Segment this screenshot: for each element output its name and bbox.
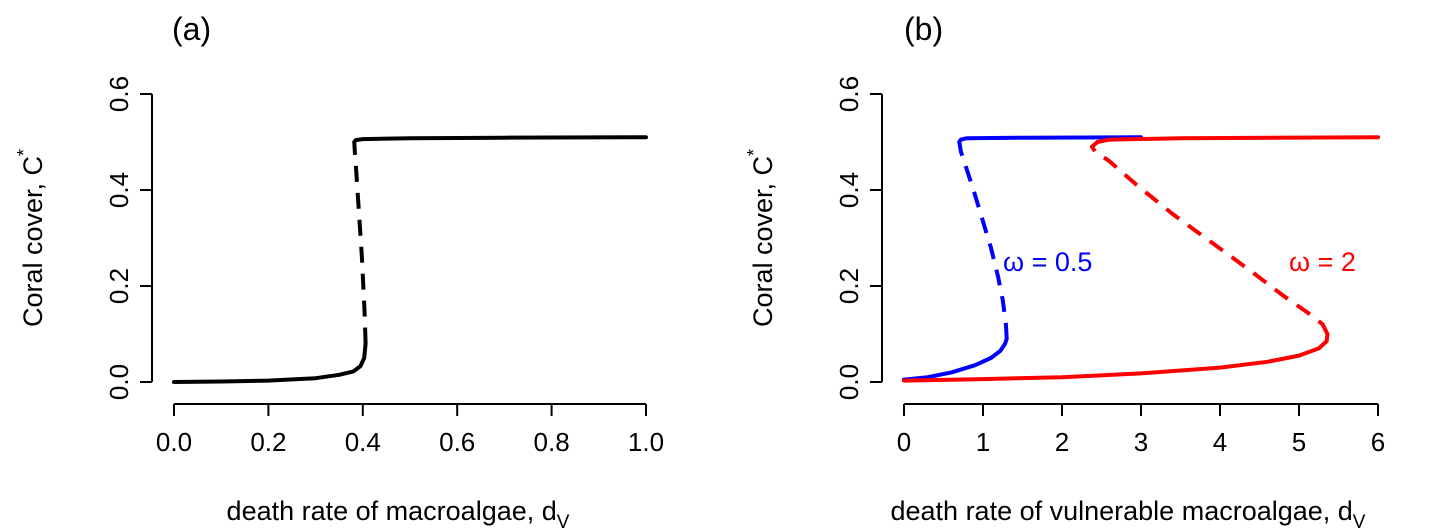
x-axis-title-text: death rate of vulnerable macroalgae, d xyxy=(891,496,1353,526)
series-line-solid xyxy=(957,135,1143,144)
x-tick-label: 1 xyxy=(976,427,990,457)
x-tick-label: 3 xyxy=(1134,427,1148,457)
y-tick-label: 0.0 xyxy=(834,364,864,400)
series-line-solid xyxy=(902,336,1009,382)
y-axis-title: Coral cover, C* xyxy=(744,149,778,327)
series-label: ω = 2 xyxy=(1289,247,1356,277)
x-tick-label: 2 xyxy=(1055,427,1069,457)
y-tick-label: 0.2 xyxy=(834,268,864,304)
x-tick-label: 6 xyxy=(1371,427,1385,457)
y-tick-label: 0.6 xyxy=(834,76,864,112)
y-axis-title-text: Coral cover, C xyxy=(748,156,778,327)
series-line-solid xyxy=(172,341,368,384)
series-line-dashed xyxy=(957,141,1009,339)
series-0 xyxy=(172,135,648,384)
y-axis-title: Coral cover, C* xyxy=(14,149,48,327)
y-tick-label: 0.0 xyxy=(104,364,134,400)
x-tick-label: 0.4 xyxy=(345,427,381,457)
panel-a: (a) 0.0 0.2 0.4 0.6 0.8 1.0 0.0 0.2 0.4 0.6 Coral c… xyxy=(14,11,664,531)
panel-label: (a) xyxy=(172,11,211,47)
x-tick-label: 0 xyxy=(897,427,911,457)
y-tick-label: 0.6 xyxy=(104,76,134,112)
y-axis-title-superscript: * xyxy=(14,149,34,156)
y-tick-label: 0.4 xyxy=(104,172,134,208)
series-line-dashed xyxy=(352,141,368,344)
series-line-dashed xyxy=(1090,145,1330,335)
panel-label: (b) xyxy=(904,11,943,47)
x-tick-label: 5 xyxy=(1292,427,1306,457)
y-tick-label: 0.2 xyxy=(104,268,134,304)
x-tick-label: 0.8 xyxy=(534,427,570,457)
x-tick-label: 4 xyxy=(1213,427,1227,457)
series-line-solid xyxy=(352,135,648,144)
x-axis-title-subscript: V xyxy=(557,512,570,531)
x-tick-label: 0.0 xyxy=(156,427,192,457)
x-axis-title: death rate of macroalgae, dV xyxy=(227,496,570,531)
series-line-solid xyxy=(902,332,1330,383)
x-tick-label: 0.2 xyxy=(250,427,286,457)
x-tick-label: 1.0 xyxy=(628,427,664,457)
x-axis-title-subscript: V xyxy=(1353,512,1366,531)
series-line-solid xyxy=(1090,135,1380,149)
y-axis-title-superscript: * xyxy=(744,149,764,156)
y-axis-title-text: Coral cover, C xyxy=(18,156,48,327)
y-tick-label: 0.4 xyxy=(834,172,864,208)
x-axis-title: death rate of vulnerable macroalgae, dV xyxy=(891,496,1366,531)
series-label: ω = 0.5 xyxy=(1003,247,1092,277)
x-tick-label: 0.6 xyxy=(439,427,475,457)
x-axis-title-text: death rate of macroalgae, d xyxy=(227,496,557,526)
series-0: ω = 0.5 xyxy=(902,135,1143,382)
series-1: ω = 2 xyxy=(902,135,1380,383)
panel-b: (b) 0 1 2 3 4 5 6 0.0 0.2 0.4 0.6 Coral cover, C* dea… xyxy=(744,11,1385,531)
